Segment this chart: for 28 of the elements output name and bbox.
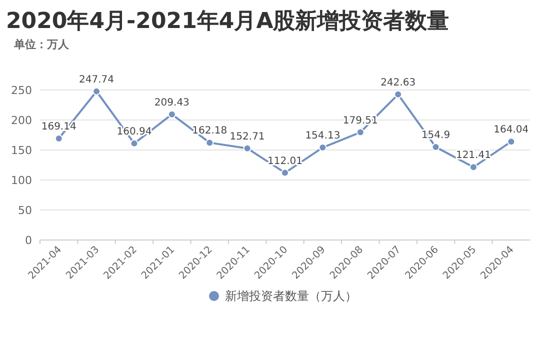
y-tick-label: 200	[11, 114, 32, 127]
point	[130, 139, 138, 148]
point	[507, 138, 516, 146]
chart-subtitle: 单位：万人	[13, 38, 70, 51]
data-label: 209.43	[154, 97, 190, 108]
point	[356, 128, 364, 136]
chart-title: 2020年4月-2021年4月A股新增投资者数量	[6, 8, 450, 34]
y-tick-label: 150	[11, 144, 32, 157]
point	[394, 90, 402, 98]
data-label: 121.41	[456, 150, 491, 162]
data-label: 154.13	[305, 130, 340, 142]
data-label: 242.63	[380, 77, 416, 88]
data-label: 112.01	[268, 156, 302, 167]
point	[432, 143, 440, 152]
data-label: 247.74	[79, 74, 114, 86]
point	[168, 110, 176, 118]
point	[206, 138, 214, 147]
y-tick-label: 100	[11, 174, 32, 187]
point	[92, 87, 101, 96]
y-tick-label: 250	[11, 84, 32, 97]
data-label: 152.71	[230, 131, 265, 142]
point	[469, 163, 478, 172]
y-tick-label: 0	[25, 234, 32, 247]
point	[243, 144, 252, 152]
legend-label: 新增投资者数量（万人）	[225, 289, 357, 303]
point	[281, 168, 289, 177]
y-tick-label: 50	[18, 204, 32, 217]
data-label: 164.04	[494, 124, 529, 136]
